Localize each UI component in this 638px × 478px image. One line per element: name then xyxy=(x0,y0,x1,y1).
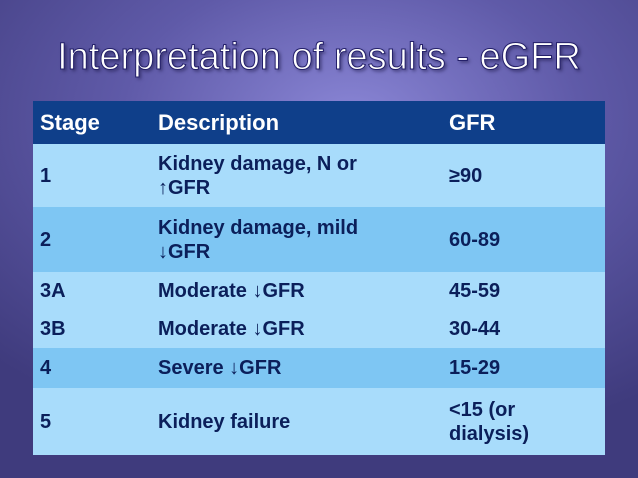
gfr-line: dialysis) xyxy=(449,422,530,445)
table-row: 1 Kidney damage, N or ↑GFR ≥90 xyxy=(33,144,605,207)
stage-value: 3A xyxy=(40,280,66,302)
gfr-line: <15 (or xyxy=(449,398,516,421)
table-row: 4 Severe ↓GFR 15-29 xyxy=(33,348,605,388)
gfr-cell: 45-59 30-44 xyxy=(449,272,599,348)
table-row: 3A 3B Moderate ↓GFR Moderate ↓GFR 45-59 … xyxy=(33,272,605,348)
gfr-cell: 60-89 xyxy=(449,228,501,251)
stage-cell: 4 xyxy=(40,357,52,379)
description-cell: Kidney damage, mild ↓GFR xyxy=(158,207,443,272)
description-line: ↓GFR xyxy=(158,240,211,263)
gfr-value: 30-44 xyxy=(449,318,501,340)
description-value: Moderate ↓GFR xyxy=(158,318,305,340)
header-stage: Stage xyxy=(40,109,100,135)
description-cell: Kidney failure xyxy=(158,410,291,433)
table-header-row: Stage Description GFR xyxy=(33,101,605,144)
gfr-cell: ≥90 xyxy=(449,164,483,187)
description-value: Moderate ↓GFR xyxy=(158,280,305,302)
header-description: Description xyxy=(158,109,280,135)
table-row: 2 Kidney damage, mild ↓GFR 60-89 xyxy=(33,207,605,272)
description-line: ↑GFR xyxy=(158,176,211,199)
description-cell: Kidney damage, N or ↑GFR xyxy=(158,144,443,207)
stage-value: 3B xyxy=(40,318,66,340)
gfr-value: 45-59 xyxy=(449,280,501,302)
description-line: Kidney damage, mild xyxy=(158,216,359,239)
stage-cell: 3A 3B xyxy=(40,272,150,348)
stage-cell: 2 xyxy=(40,228,52,251)
table-row: 5 Kidney failure <15 (or dialysis) xyxy=(33,388,605,455)
description-cell: Moderate ↓GFR Moderate ↓GFR xyxy=(158,272,443,348)
header-gfr: GFR xyxy=(449,109,496,135)
description-cell: Severe ↓GFR xyxy=(158,357,282,379)
stage-cell: 1 xyxy=(40,164,52,187)
slide-title: Interpretation of results - eGFR xyxy=(57,36,582,79)
description-line: Kidney damage, N or xyxy=(158,152,357,175)
gfr-cell: <15 (or dialysis) xyxy=(449,388,599,455)
egfr-table: Stage Description GFR 1 Kidney damage, N… xyxy=(33,101,605,455)
gfr-cell: 15-29 xyxy=(449,357,501,379)
stage-cell: 5 xyxy=(40,410,52,433)
